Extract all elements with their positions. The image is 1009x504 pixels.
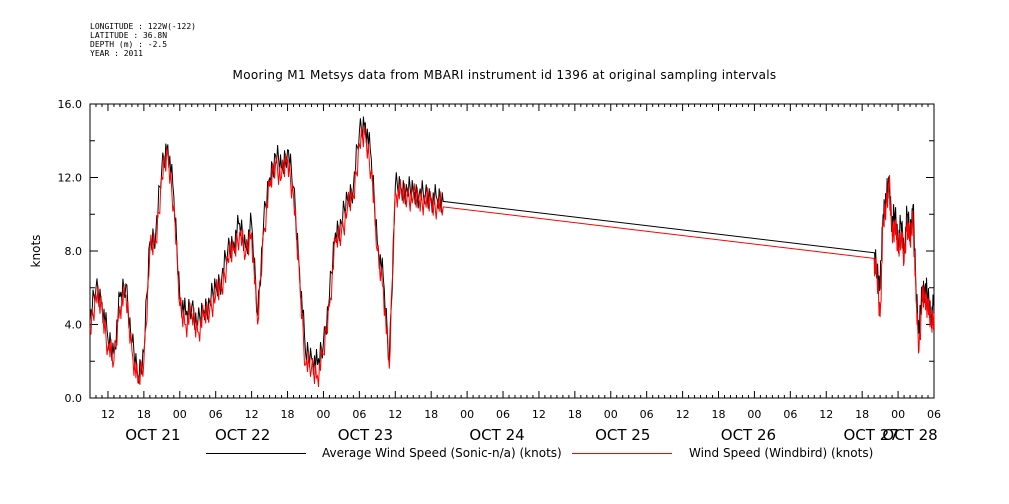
x-day-label: OCT 22: [215, 426, 270, 444]
x-hour-label: 06: [927, 408, 941, 421]
x-hour-label: 06: [352, 408, 366, 421]
x-hour-label: 00: [891, 408, 905, 421]
x-day-label: OCT 27: [843, 426, 898, 444]
y-tick-label: 4.0: [65, 319, 83, 332]
x-hour-label: 00: [747, 408, 761, 421]
x-day-label: OCT 25: [595, 426, 650, 444]
x-hour-label: 12: [532, 408, 546, 421]
meta-longitude: LONGITUDE : 122W(-122): [90, 22, 196, 31]
legend-line-series1: [206, 453, 306, 454]
series-line-2: [89, 124, 935, 388]
x-hour-label: 12: [245, 408, 259, 421]
x-hour-label: 12: [676, 408, 690, 421]
x-hour-label: 12: [388, 408, 402, 421]
metadata-block: LONGITUDE : 122W(-122) LATITUDE : 36.8N …: [90, 22, 196, 58]
y-tick-label: 8.0: [65, 245, 83, 258]
plot-frame: [89, 103, 935, 399]
x-day-label: OCT 24: [469, 426, 524, 444]
legend-line-series2: [572, 453, 672, 454]
x-hour-label: 00: [460, 408, 474, 421]
x-hour-label: 18: [424, 408, 438, 421]
x-day-label: OCT 26: [721, 426, 776, 444]
y-tick-label: 12.0: [58, 172, 83, 185]
y-tick-label: 0.0: [65, 392, 83, 405]
x-hour-label: 00: [604, 408, 618, 421]
x-hour-label: 00: [316, 408, 330, 421]
legend-label-series2: Wind Speed (Windbird) (knots): [689, 446, 874, 460]
chart-svg: 0.0 4.0 8.0 12.0 16.0 knots 12 18 00 06 12 18 00 06 12…: [29, 98, 941, 444]
x-day-label: OCT 28: [882, 426, 937, 444]
x-hour-label: 18: [137, 408, 151, 421]
chart-title: Mooring M1 Metsys data from MBARI instru…: [232, 68, 777, 82]
x-hour-label: 06: [640, 408, 654, 421]
x-hour-label: 18: [712, 408, 726, 421]
x-day-label: OCT 21: [125, 426, 180, 444]
x-hour-label: 18: [568, 408, 582, 421]
x-hour-label: 06: [783, 408, 797, 421]
meta-latitude: LATITUDE : 36.8N: [90, 31, 168, 40]
legend: Average Wind Speed (Sonic-n/a) (knots) W…: [0, 444, 1009, 464]
x-hour-label: 12: [819, 408, 833, 421]
meta-year: YEAR : 2011: [90, 49, 143, 58]
y-tick-label: 16.0: [58, 98, 83, 111]
x-hour-label: 00: [173, 408, 187, 421]
y-axis-label: knots: [29, 235, 43, 268]
x-hour-label: 18: [855, 408, 869, 421]
x-hour-label: 06: [209, 408, 223, 421]
x-hour-label: 06: [496, 408, 510, 421]
x-hour-label: 18: [281, 408, 295, 421]
meta-depth: DEPTH (m) : -2.5: [90, 40, 168, 49]
x-hour-label: 12: [101, 408, 115, 421]
x-day-label: OCT 23: [338, 426, 393, 444]
legend-label-series1: Average Wind Speed (Sonic-n/a) (knots): [322, 446, 562, 460]
